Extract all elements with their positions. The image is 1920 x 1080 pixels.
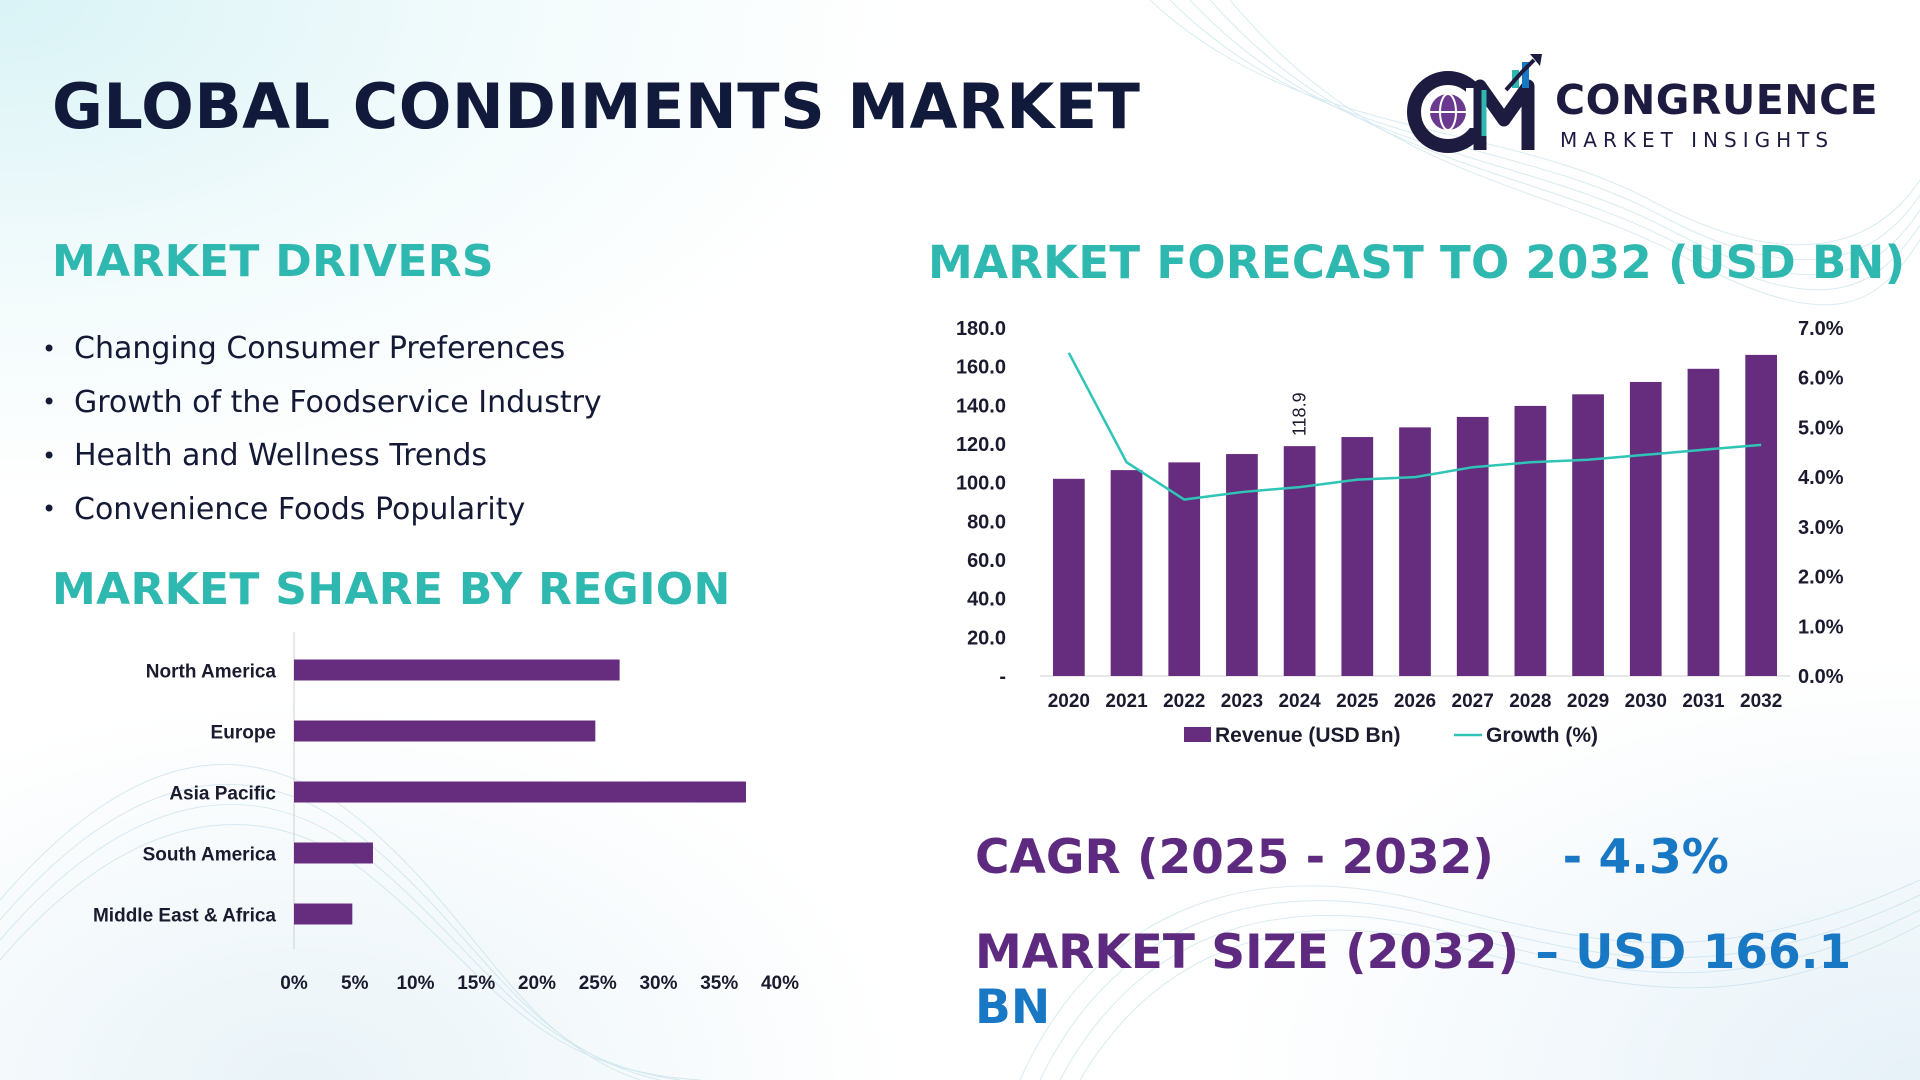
logo-mark xyxy=(1407,54,1542,153)
forecast-chart: - 20.0 40.0 60.0 80.0 100.0 120.0 140.0 160.0 180… xyxy=(956,318,1844,747)
region-bar xyxy=(294,903,353,925)
page-title: GLOBAL CONDIMENTS MARKET xyxy=(52,70,1141,143)
bullet-icon: • xyxy=(42,495,57,524)
forecast-x-tick-label: 2031 xyxy=(1682,691,1725,712)
region-category-label: Asia Pacific xyxy=(169,784,276,805)
revenue-bar xyxy=(1629,381,1662,676)
legend-revenue-swatch xyxy=(1184,727,1211,742)
region-x-tick-label: 15% xyxy=(457,973,495,994)
driver-item: • Changing Consumer Preferences xyxy=(42,322,602,376)
revenue-bar xyxy=(1399,427,1431,676)
region-category-label: North America xyxy=(146,662,277,683)
forecast-x-tick-label: 2030 xyxy=(1625,691,1667,712)
bullet-icon: • xyxy=(42,441,57,470)
forecast-x-tick-label: 2024 xyxy=(1278,691,1321,712)
forecast-right-tick-label: 7.0% xyxy=(1798,318,1844,340)
forecast-x-tick-label: 2032 xyxy=(1740,691,1782,712)
congruence-logo xyxy=(1407,54,1542,153)
forecast-left-tick-label: 80.0 xyxy=(967,511,1006,533)
market-size-value: – USD 166.1 BN xyxy=(975,925,1852,1035)
forecast-left-tick-label: 140.0 xyxy=(956,395,1006,417)
forecast-x-tick-label: 2023 xyxy=(1221,691,1263,712)
revenue-bar xyxy=(1514,405,1547,676)
market-drivers-list: • Changing Consumer Preferences • Growth o… xyxy=(42,322,602,536)
forecast-left-tick-label: 180.0 xyxy=(956,318,1006,340)
region-x-tick-label: 5% xyxy=(341,973,369,994)
driver-item: • Convenience Foods Popularity xyxy=(42,483,602,537)
region-category-label: South America xyxy=(143,845,277,866)
legend-growth-label: Growth (%) xyxy=(1486,724,1598,747)
forecast-right-tick-label: 6.0% xyxy=(1798,368,1844,390)
driver-text: Convenience Foods Popularity xyxy=(74,491,526,527)
region-x-tick-label: 10% xyxy=(396,973,434,994)
revenue-bar xyxy=(1283,446,1316,676)
driver-item: • Health and Wellness Trends xyxy=(42,429,602,483)
forecast-heading: MARKET FORECAST TO 2032 (USD BN) xyxy=(928,236,1906,289)
revenue-bar xyxy=(1341,437,1374,676)
forecast-right-tick-label: 5.0% xyxy=(1798,417,1844,439)
revenue-bar xyxy=(1052,478,1085,676)
cagr-label: CAGR (2025 - 2032) xyxy=(975,830,1494,885)
region-x-tick-label: 30% xyxy=(639,973,677,994)
revenue-bar xyxy=(1687,368,1720,676)
bullet-icon: • xyxy=(42,388,57,417)
market-size-label: MARKET SIZE (2032) xyxy=(975,925,1519,980)
revenue-bar xyxy=(1456,416,1489,676)
revenue-data-label: 118.9 xyxy=(1290,392,1310,436)
region-x-tick-label: 0% xyxy=(280,973,308,994)
forecast-right-tick-label: 2.0% xyxy=(1798,567,1844,589)
forecast-left-tick-label: 40.0 xyxy=(967,589,1006,611)
region-bar xyxy=(294,659,620,681)
region-bar xyxy=(294,842,373,864)
cagr-kpi: CAGR (2025 - 2032) - 4.3% xyxy=(975,830,1729,885)
region-share-chart: North America Europe Asia Pacific South Ame… xyxy=(93,632,799,994)
forecast-left-tick-label: 120.0 xyxy=(956,434,1006,456)
region-x-tick-label: 20% xyxy=(518,973,556,994)
growth-line xyxy=(1067,352,1762,501)
revenue-bar xyxy=(1572,394,1604,676)
region-bar xyxy=(294,781,746,803)
forecast-x-tick-label: 2025 xyxy=(1336,691,1379,712)
region-share-heading: MARKET SHARE BY REGION xyxy=(52,564,731,615)
forecast-left-tick-label: 60.0 xyxy=(967,550,1006,572)
forecast-right-tick-label: 1.0% xyxy=(1798,616,1844,638)
forecast-left-tick-label: 20.0 xyxy=(967,627,1006,649)
forecast-right-tick-label: 4.0% xyxy=(1798,467,1844,489)
revenue-bar xyxy=(1110,470,1143,676)
forecast-x-tick-label: 2027 xyxy=(1452,691,1494,712)
revenue-bar xyxy=(1745,354,1778,676)
driver-text: Health and Wellness Trends xyxy=(74,438,488,474)
region-x-tick-label: 40% xyxy=(761,973,799,994)
forecast-right-tick-label: 0.0% xyxy=(1798,666,1844,688)
forecast-x-tick-label: 2026 xyxy=(1394,691,1436,712)
revenue-bar xyxy=(1168,462,1201,676)
forecast-left-tick-label: - xyxy=(999,666,1006,688)
region-x-tick-label: 35% xyxy=(700,973,738,994)
market-drivers-heading: MARKET DRIVERS xyxy=(52,236,494,287)
legend-revenue-label: Revenue (USD Bn) xyxy=(1215,724,1401,747)
forecast-x-tick-label: 2029 xyxy=(1567,691,1609,712)
forecast-right-tick-label: 3.0% xyxy=(1798,517,1844,539)
revenue-bar xyxy=(1226,454,1258,676)
forecast-x-tick-label: 2020 xyxy=(1048,691,1090,712)
bullet-icon: • xyxy=(42,334,57,363)
driver-text: Changing Consumer Preferences xyxy=(74,331,566,367)
forecast-x-tick-label: 2028 xyxy=(1509,691,1551,712)
region-bar xyxy=(294,720,596,742)
forecast-x-tick-label: 2022 xyxy=(1163,691,1205,712)
forecast-x-tick-label: 2021 xyxy=(1105,691,1148,712)
region-category-label: Middle East & Africa xyxy=(93,906,276,927)
forecast-left-tick-label: 100.0 xyxy=(956,473,1006,495)
logo-name: CONGRUENCE xyxy=(1555,76,1879,124)
region-x-tick-label: 25% xyxy=(579,973,617,994)
region-category-label: Europe xyxy=(211,723,276,744)
market-size-kpi: MARKET SIZE (2032) – USD 166.1 BN xyxy=(975,925,1920,1035)
logo-subtitle: MARKET INSIGHTS xyxy=(1560,128,1835,152)
forecast-left-tick-label: 160.0 xyxy=(956,357,1006,379)
driver-item: • Growth of the Foodservice Industry xyxy=(42,376,602,430)
driver-text: Growth of the Foodservice Industry xyxy=(74,384,602,420)
cagr-value: - 4.3% xyxy=(1562,830,1729,885)
